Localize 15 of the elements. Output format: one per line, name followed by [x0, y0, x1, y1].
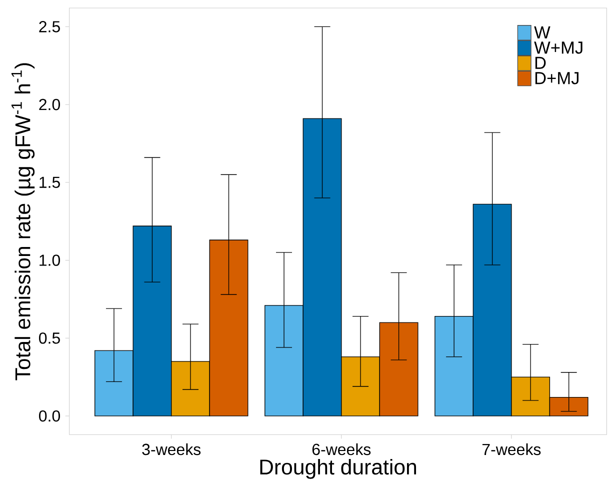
legend-label: D+MJ — [535, 72, 578, 84]
x-axis-title: Drought duration — [260, 459, 416, 479]
x-tick-label: 3-weeks — [142, 444, 201, 456]
x-tick-label: 7-weeks — [482, 444, 541, 456]
y-tick-label: 1.0 — [40, 254, 60, 266]
y-tick-label: 2.5 — [39, 21, 60, 33]
y-axis-title: Total emission rate (µg gFW$^{-1}$ h$^{-1}$) — [12, 63, 35, 380]
y-tick-label: 0.0 — [39, 410, 60, 422]
y-tick-label: 2.0 — [39, 99, 60, 110]
legend-label: W+MJ — [534, 42, 582, 54]
legend-label: D — [535, 57, 546, 70]
x-tick-label: 6-weeks — [312, 444, 371, 456]
y-tick-label: 1.5 — [40, 177, 60, 188]
legend-label: W — [534, 26, 550, 38]
y-tick-label: 0.5 — [39, 332, 60, 344]
